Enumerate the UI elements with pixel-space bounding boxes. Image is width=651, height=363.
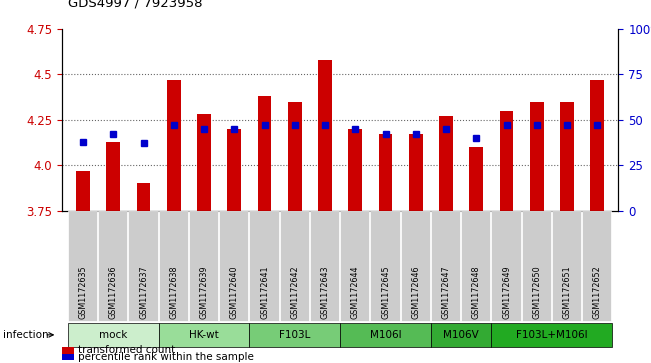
Bar (227, 129, 241, 211)
Text: percentile rank within the sample: percentile rank within the sample (78, 352, 254, 362)
Text: GSM1172644: GSM1172644 (351, 266, 360, 319)
Text: GSM1172639: GSM1172639 (199, 266, 208, 319)
Text: GSM1172641: GSM1172641 (260, 266, 269, 319)
Text: F103L: F103L (279, 330, 311, 340)
Text: GSM1172642: GSM1172642 (290, 266, 299, 319)
Bar (197, 114, 211, 211)
Bar (258, 96, 271, 211)
Text: GSM1172647: GSM1172647 (441, 266, 450, 319)
Text: HK-wt: HK-wt (189, 330, 219, 340)
Text: GSM1172651: GSM1172651 (562, 266, 572, 319)
Text: GSM1172638: GSM1172638 (169, 266, 178, 319)
Text: GDS4997 / 7923958: GDS4997 / 7923958 (68, 0, 203, 9)
Bar (107, 142, 120, 211)
Bar (379, 134, 393, 211)
Bar (439, 116, 453, 211)
Text: GSM1172652: GSM1172652 (593, 266, 602, 319)
Bar (167, 80, 180, 211)
Bar (288, 102, 301, 211)
Text: GSM1172637: GSM1172637 (139, 266, 148, 319)
Text: GSM1172650: GSM1172650 (533, 266, 541, 319)
Bar (137, 183, 150, 211)
Text: M106I: M106I (370, 330, 401, 340)
Bar (500, 111, 514, 211)
Bar (469, 147, 483, 211)
Text: GSM1172645: GSM1172645 (381, 266, 390, 319)
Text: GSM1172643: GSM1172643 (320, 266, 329, 319)
Text: GSM1172640: GSM1172640 (230, 266, 239, 319)
Text: GSM1172646: GSM1172646 (411, 266, 421, 319)
Text: GSM1172635: GSM1172635 (79, 266, 87, 319)
Text: GSM1172648: GSM1172648 (472, 266, 481, 319)
Text: GSM1172636: GSM1172636 (109, 266, 118, 319)
Text: GSM1172649: GSM1172649 (502, 266, 511, 319)
Text: M106V: M106V (443, 330, 479, 340)
Bar (348, 129, 362, 211)
Bar (318, 60, 332, 211)
Bar (76, 171, 90, 211)
Text: mock: mock (99, 330, 128, 340)
Text: F103L+M106I: F103L+M106I (516, 330, 588, 340)
Bar (590, 80, 604, 211)
Bar (530, 102, 544, 211)
Bar (409, 134, 422, 211)
Bar (561, 102, 574, 211)
Text: transformed count: transformed count (78, 345, 175, 355)
Text: infection: infection (3, 330, 49, 340)
